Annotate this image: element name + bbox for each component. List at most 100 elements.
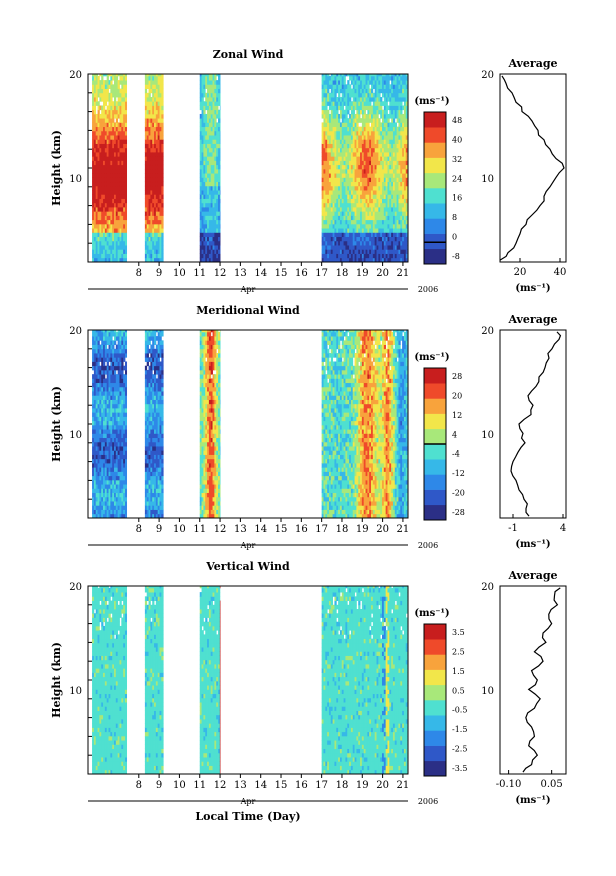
heatmap-cell (328, 143, 332, 149)
heatmap-cell (148, 92, 151, 98)
heatmap-cell (352, 257, 355, 262)
heatmap-cell (103, 340, 106, 345)
heatmap-cell (203, 190, 206, 195)
heatmap-cell (101, 330, 104, 333)
heatmap-cell (325, 75, 328, 81)
panel-zonal: Zonal Wind 20 10 Height (km) 8 9 10 11 12 13 1… (50, 48, 567, 294)
heatmap-cell (148, 126, 151, 132)
heatmap-cell (108, 420, 111, 426)
heatmap-cell (334, 160, 337, 166)
heatmap-cell (369, 232, 372, 238)
heatmap-cell (154, 105, 157, 111)
heatmap-cell (205, 240, 208, 246)
heatmap-cell (97, 101, 100, 106)
heatmap-cell (207, 152, 210, 157)
heatmap-cell (161, 113, 164, 119)
heatmap-cell (117, 202, 120, 208)
heatmap-cell (391, 118, 394, 123)
heatmap-cell (363, 249, 366, 254)
heatmap-cell (101, 168, 104, 174)
heatmap-cell (216, 168, 219, 174)
heatmap-cell (405, 198, 408, 204)
heatmap-cell (371, 135, 374, 140)
heatmap-cell (101, 177, 104, 183)
heatmap-cell (400, 113, 403, 119)
heatmap-cell (378, 101, 381, 106)
heatmap-cell (363, 88, 366, 94)
heatmap-cell (385, 147, 388, 153)
heatmap-cell (372, 177, 376, 183)
heatmap-cell (402, 253, 405, 259)
heatmap-cell (365, 168, 368, 174)
heatmap-cell (150, 365, 153, 371)
heatmap-cell (95, 513, 98, 518)
heatmap-cell (367, 240, 370, 246)
heatmap-cell (119, 458, 122, 464)
heatmap-cell (219, 74, 221, 77)
heatmap-cell (144, 139, 148, 144)
heatmap-cell (343, 177, 346, 183)
heatmap-cell (207, 185, 210, 191)
heatmap-cell (328, 168, 332, 174)
heatmap-cell (103, 240, 106, 246)
heatmap-cell (387, 135, 390, 140)
heatmap-cell (161, 130, 164, 136)
heatmap-cell (119, 357, 122, 362)
heatmap-cell (391, 80, 394, 85)
heatmap-cell (150, 249, 153, 254)
heatmap-cell (363, 97, 366, 102)
heatmap-cell (95, 424, 98, 430)
heatmap-cell (95, 496, 98, 502)
heatmap-cell (389, 198, 392, 204)
heatmap-cell (201, 130, 204, 136)
x-tick-label: 21 (397, 268, 410, 279)
heatmap-cell (104, 194, 108, 199)
heatmap-cell (119, 190, 122, 195)
heatmap-cell (110, 185, 113, 191)
heatmap-cell (154, 88, 157, 94)
heatmap-cell (104, 475, 108, 481)
heatmap-cell (219, 168, 221, 174)
heatmap-cell (124, 156, 128, 161)
heatmap-cell (115, 236, 119, 242)
heatmap-cell (123, 336, 126, 341)
heatmap-cell (99, 492, 102, 498)
heatmap-cell (99, 173, 102, 178)
heatmap-cell (207, 75, 210, 81)
heatmap-cell (372, 257, 376, 262)
heatmap-cell (363, 168, 366, 174)
heatmap-cell (358, 236, 361, 242)
colorbar-swatch (424, 218, 446, 234)
heatmap-cell (403, 156, 407, 161)
heatmap-cell (157, 249, 160, 254)
heatmap-cell (385, 185, 388, 191)
heatmap-cell (354, 75, 357, 81)
heatmap-cell (336, 126, 339, 132)
heatmap-cell (327, 147, 330, 153)
heatmap-cell (400, 228, 403, 233)
heatmap-cell (121, 399, 124, 405)
heatmap-cell (360, 92, 363, 98)
heatmap-cell (338, 249, 341, 254)
heatmap-cell (323, 194, 326, 199)
heatmap-cell (92, 223, 95, 229)
heatmap-cell (332, 75, 335, 81)
heatmap-cell (161, 156, 164, 161)
heatmap-cell (115, 223, 119, 229)
heatmap-cell (110, 475, 113, 481)
heatmap-cell (104, 484, 108, 489)
heatmap-cell (144, 458, 148, 464)
heatmap-cell (338, 240, 341, 246)
heatmap-cell (152, 147, 155, 153)
heatmap-cell (104, 80, 108, 85)
colorbar-swatch (424, 142, 446, 158)
heatmap-cell (330, 126, 334, 132)
heatmap-cell (358, 135, 361, 140)
heatmap-cell (112, 223, 115, 229)
heatmap-cell (360, 181, 363, 187)
heatmap-cell (345, 101, 348, 106)
heatmap-cell (385, 181, 388, 187)
heatmap-cell (99, 198, 102, 204)
heatmap-cell (327, 232, 330, 238)
heatmap-cell (117, 403, 120, 409)
